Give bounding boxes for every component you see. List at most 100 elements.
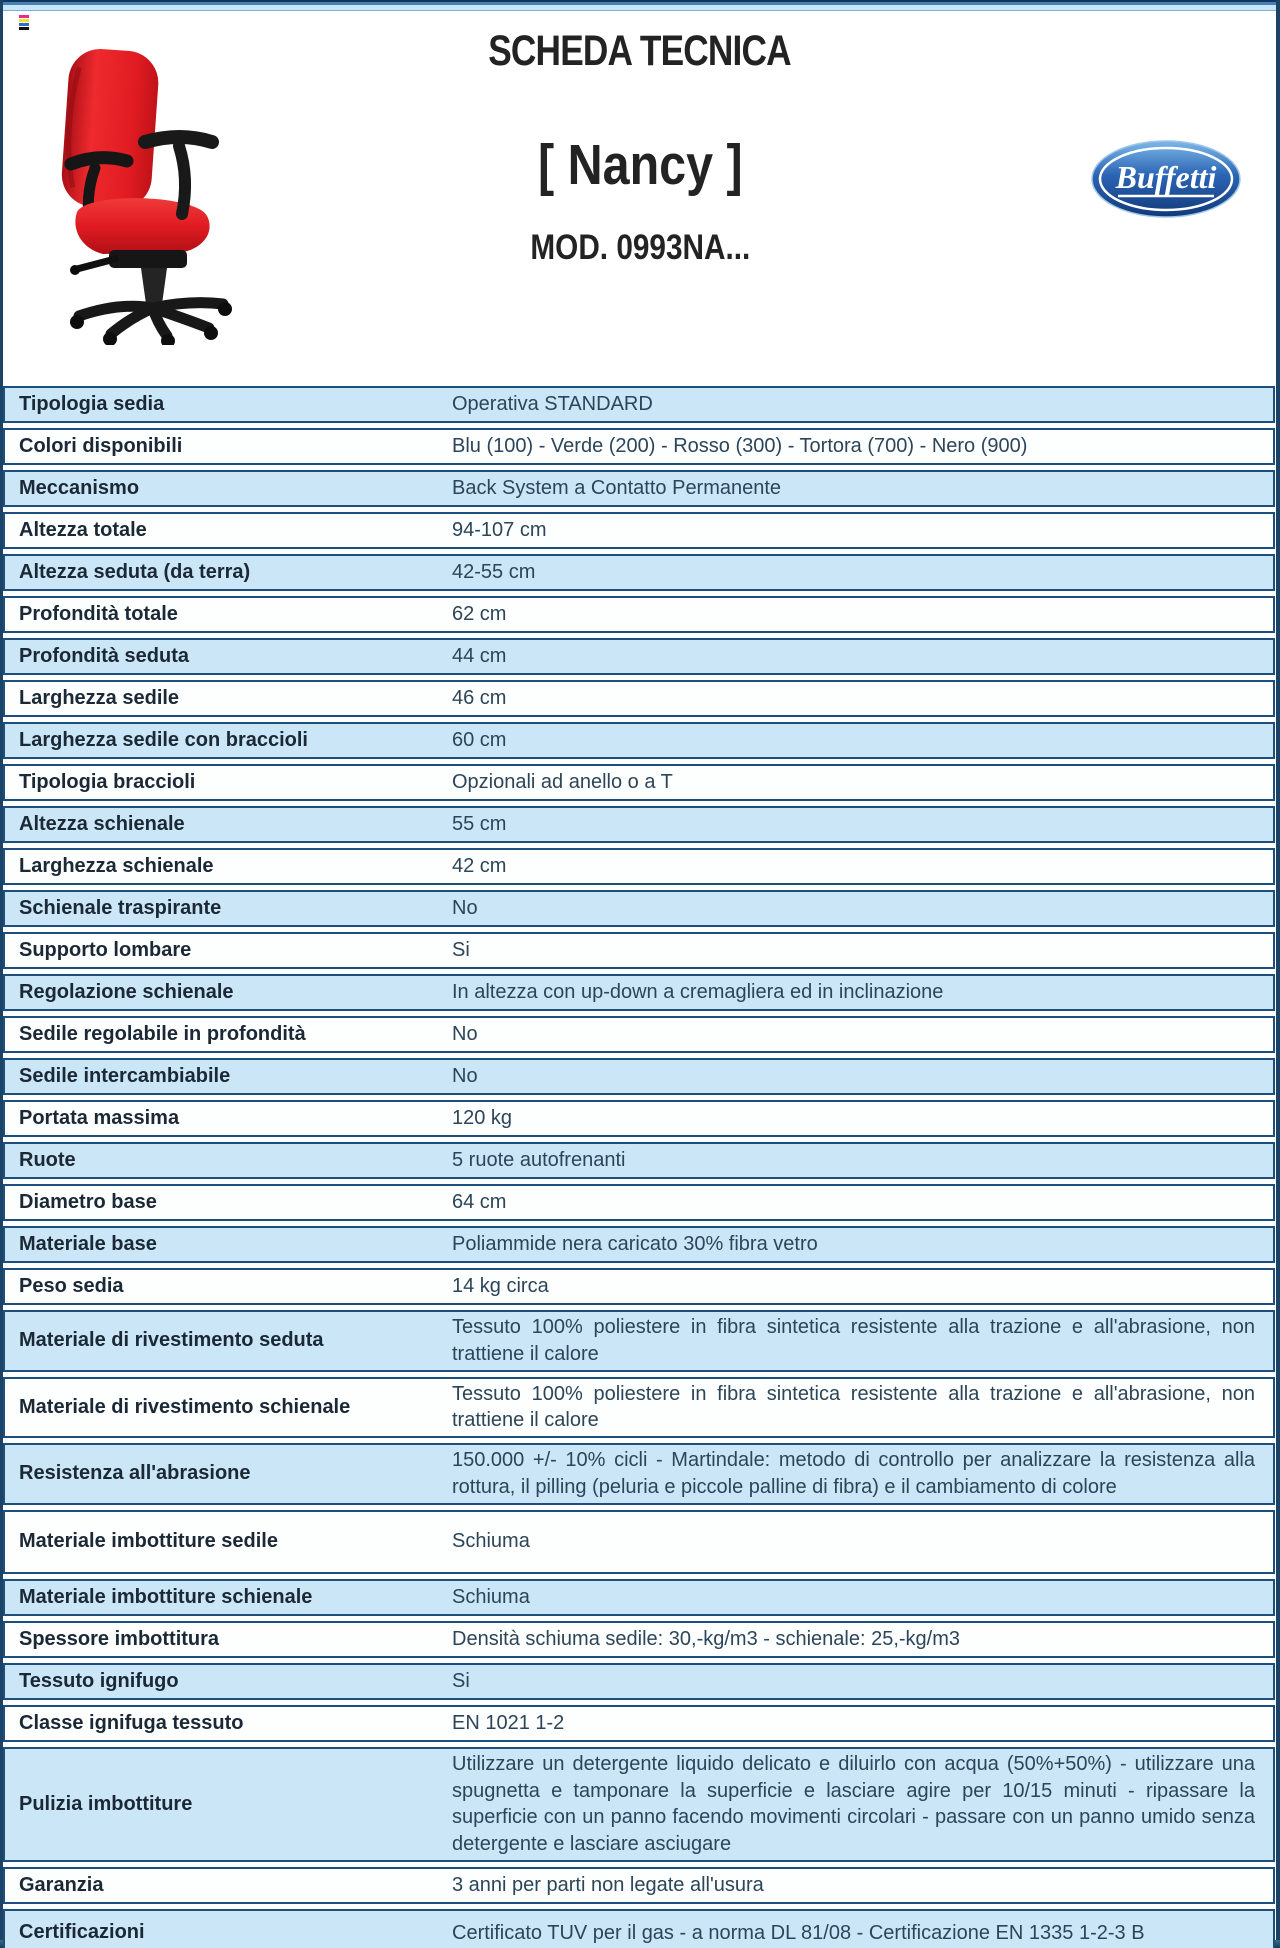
spec-row: Altezza schienale 55 cm (3, 806, 1275, 843)
spec-label: Materiale di rivestimento seduta (19, 1329, 324, 1352)
right-border (1276, 0, 1280, 1948)
spec-row: Spessore imbottitura Densità schiuma sed… (3, 1620, 1275, 1658)
spec-row: Schienale traspirante No (3, 890, 1275, 927)
chair-seat (75, 198, 210, 254)
spec-label: Portata massima (19, 1107, 180, 1129)
spec-row: Materiale di rivestimento schienale Tess… (3, 1376, 1275, 1439)
spec-value: Si (452, 1669, 470, 1692)
spec-value: No (452, 1065, 478, 1088)
spec-value: Densità schiuma sedile: 30,-kg/m3 - schi… (452, 1627, 961, 1650)
spec-label: Larghezza sedile con braccioli (19, 729, 308, 751)
spec-row: Ruote 5 ruote autofrenanti (3, 1142, 1275, 1179)
spec-row: Altezza seduta (da terra) 42-55 cm (3, 554, 1275, 591)
page-title: SCHEDA TECNICA (488, 27, 792, 75)
spec-value: 62 cm (452, 603, 507, 626)
left-border (0, 0, 3, 1948)
spec-label: Ruote (19, 1149, 76, 1171)
spec-row: Meccanismo Back System a Contatto Perman… (3, 470, 1275, 507)
chair-base (73, 297, 229, 342)
spec-row: Diametro base 64 cm (3, 1184, 1275, 1221)
spec-label: Colori disponibili (19, 435, 183, 457)
model-number: MOD. 0993NA... (530, 228, 750, 267)
spec-row: Classe ignifuga tessuto EN 1021 1-2 (3, 1704, 1275, 1742)
spec-label: Sedile regolabile in profondità (19, 1023, 306, 1045)
spec-value: 94-107 cm (452, 519, 547, 542)
spec-label: Certificazioni (19, 1921, 145, 1944)
spec-label: Altezza totale (19, 519, 147, 541)
spec-label: Larghezza schienale (19, 855, 214, 877)
spec-row: Certificazioni Certificato TUV per il ga… (3, 1908, 1275, 1948)
spec-row: Materiale imbottiture sedile Schiuma (3, 1509, 1275, 1574)
spec-value: 5 ruote autofrenanti (452, 1149, 626, 1172)
spec-row: Sedile regolabile in profondità No (3, 1016, 1275, 1053)
spec-row: Regolazione schienale In altezza con up-… (3, 974, 1275, 1011)
spec-label: Altezza seduta (da terra) (19, 561, 251, 583)
spec-value: 46 cm (452, 687, 507, 710)
spec-value: No (452, 897, 478, 920)
spec-label: Tessuto ignifugo (19, 1669, 179, 1692)
chair-casters (70, 302, 232, 345)
spec-row: Tessuto ignifugo Si (3, 1662, 1275, 1700)
chair-photo (61, 49, 232, 345)
header: SCHEDA TECNICA [ Nancy ] MOD. 0993NA... (300, 27, 980, 267)
spec-label: Resistenza all'abrasione (19, 1462, 251, 1485)
color-registration-icon (19, 15, 29, 31)
spec-value: 120 kg (452, 1107, 513, 1130)
spec-value: Operativa STANDARD (452, 393, 653, 416)
spec-label: Peso sedia (19, 1275, 124, 1297)
spec-value: 60 cm (452, 729, 507, 752)
spec-label: Materiale imbottiture sedile (19, 1530, 278, 1553)
spec-label: Materiale imbottiture schienale (19, 1585, 313, 1608)
spec-value: No (452, 1023, 478, 1046)
spec-value: Utilizzare un detergente liquido delicat… (452, 1752, 1255, 1856)
spec-value: In altezza con up-down a cremagliera ed … (452, 981, 944, 1004)
spec-label: Meccanismo (19, 477, 140, 499)
spec-label: Schienale traspirante (19, 897, 222, 919)
spec-value: Blu (100) - Verde (200) - Rosso (300) - … (452, 435, 1028, 458)
spec-label: Classe ignifuga tessuto (19, 1711, 244, 1734)
spec-value: 55 cm (452, 813, 507, 836)
spec-row: Larghezza schienale 42 cm (3, 848, 1275, 885)
spec-value: Certificato TUV per il gas - a norma DL … (452, 1921, 1145, 1944)
spec-label: Materiale di rivestimento schienale (19, 1395, 351, 1418)
spec-value: Schiuma (452, 1585, 530, 1608)
spec-row: Colori disponibili Blu (100) - Verde (20… (3, 428, 1275, 465)
spec-value: 42 cm (452, 855, 507, 878)
spec-value: 3 anni per parti non legate all'usura (452, 1874, 764, 1897)
chair-mechanism (70, 250, 187, 275)
spec-value: 14 kg circa (452, 1275, 549, 1298)
spec-label: Garanzia (19, 1873, 104, 1896)
spec-label: Larghezza sedile (19, 687, 180, 709)
spec-label: Profondità seduta (19, 645, 190, 667)
spec-value: EN 1021 1-2 (452, 1711, 565, 1734)
spec-label: Pulizia imbottiture (19, 1792, 193, 1815)
spec-value: Schiuma (452, 1530, 530, 1553)
spec-label: Materiale base (19, 1233, 157, 1255)
spec-value: Tessuto 100% poliestere in fibra sinteti… (452, 1316, 1255, 1365)
spec-label: Altezza schienale (19, 813, 185, 835)
spec-row: Resistenza all'abrasione 150.000 +/- 10%… (3, 1443, 1275, 1505)
spec-row: Profondità totale 62 cm (3, 596, 1275, 633)
spec-label: Profondità totale (19, 603, 178, 625)
spec-row: Portata massima 120 kg (3, 1100, 1275, 1137)
spec-value: Back System a Contatto Permanente (452, 477, 782, 500)
top-border-strip (0, 0, 1280, 14)
spec-row: Pulizia imbottiture Utilizzare un deterg… (3, 1746, 1275, 1862)
spec-value: Tessuto 100% poliestere in fibra sinteti… (452, 1382, 1255, 1432)
spec-row: Supporto lombare Si (3, 932, 1275, 969)
brand-logo-text: Buffetti (1115, 159, 1217, 195)
chair-right-armrest (138, 130, 219, 220)
spec-value: Si (452, 939, 470, 962)
spec-label: Supporto lombare (19, 939, 192, 961)
spec-label: Sedile intercambiabile (19, 1065, 231, 1087)
spec-label: Diametro base (19, 1191, 157, 1213)
spec-row: Sedile intercambiabile No (3, 1058, 1275, 1095)
spec-value: Poliammide nera caricato 30% fibra vetro (452, 1233, 818, 1256)
chair-backrest (61, 49, 159, 209)
spec-row: Materiale base Poliammide nera caricato … (3, 1226, 1275, 1263)
spec-row: Materiale di rivestimento seduta Tessuto… (3, 1310, 1275, 1372)
spec-row: Altezza totale 94-107 cm (3, 512, 1275, 549)
product-name: [ Nancy ] (537, 133, 743, 197)
spec-row: Larghezza sedile con braccioli 60 cm (3, 722, 1275, 759)
